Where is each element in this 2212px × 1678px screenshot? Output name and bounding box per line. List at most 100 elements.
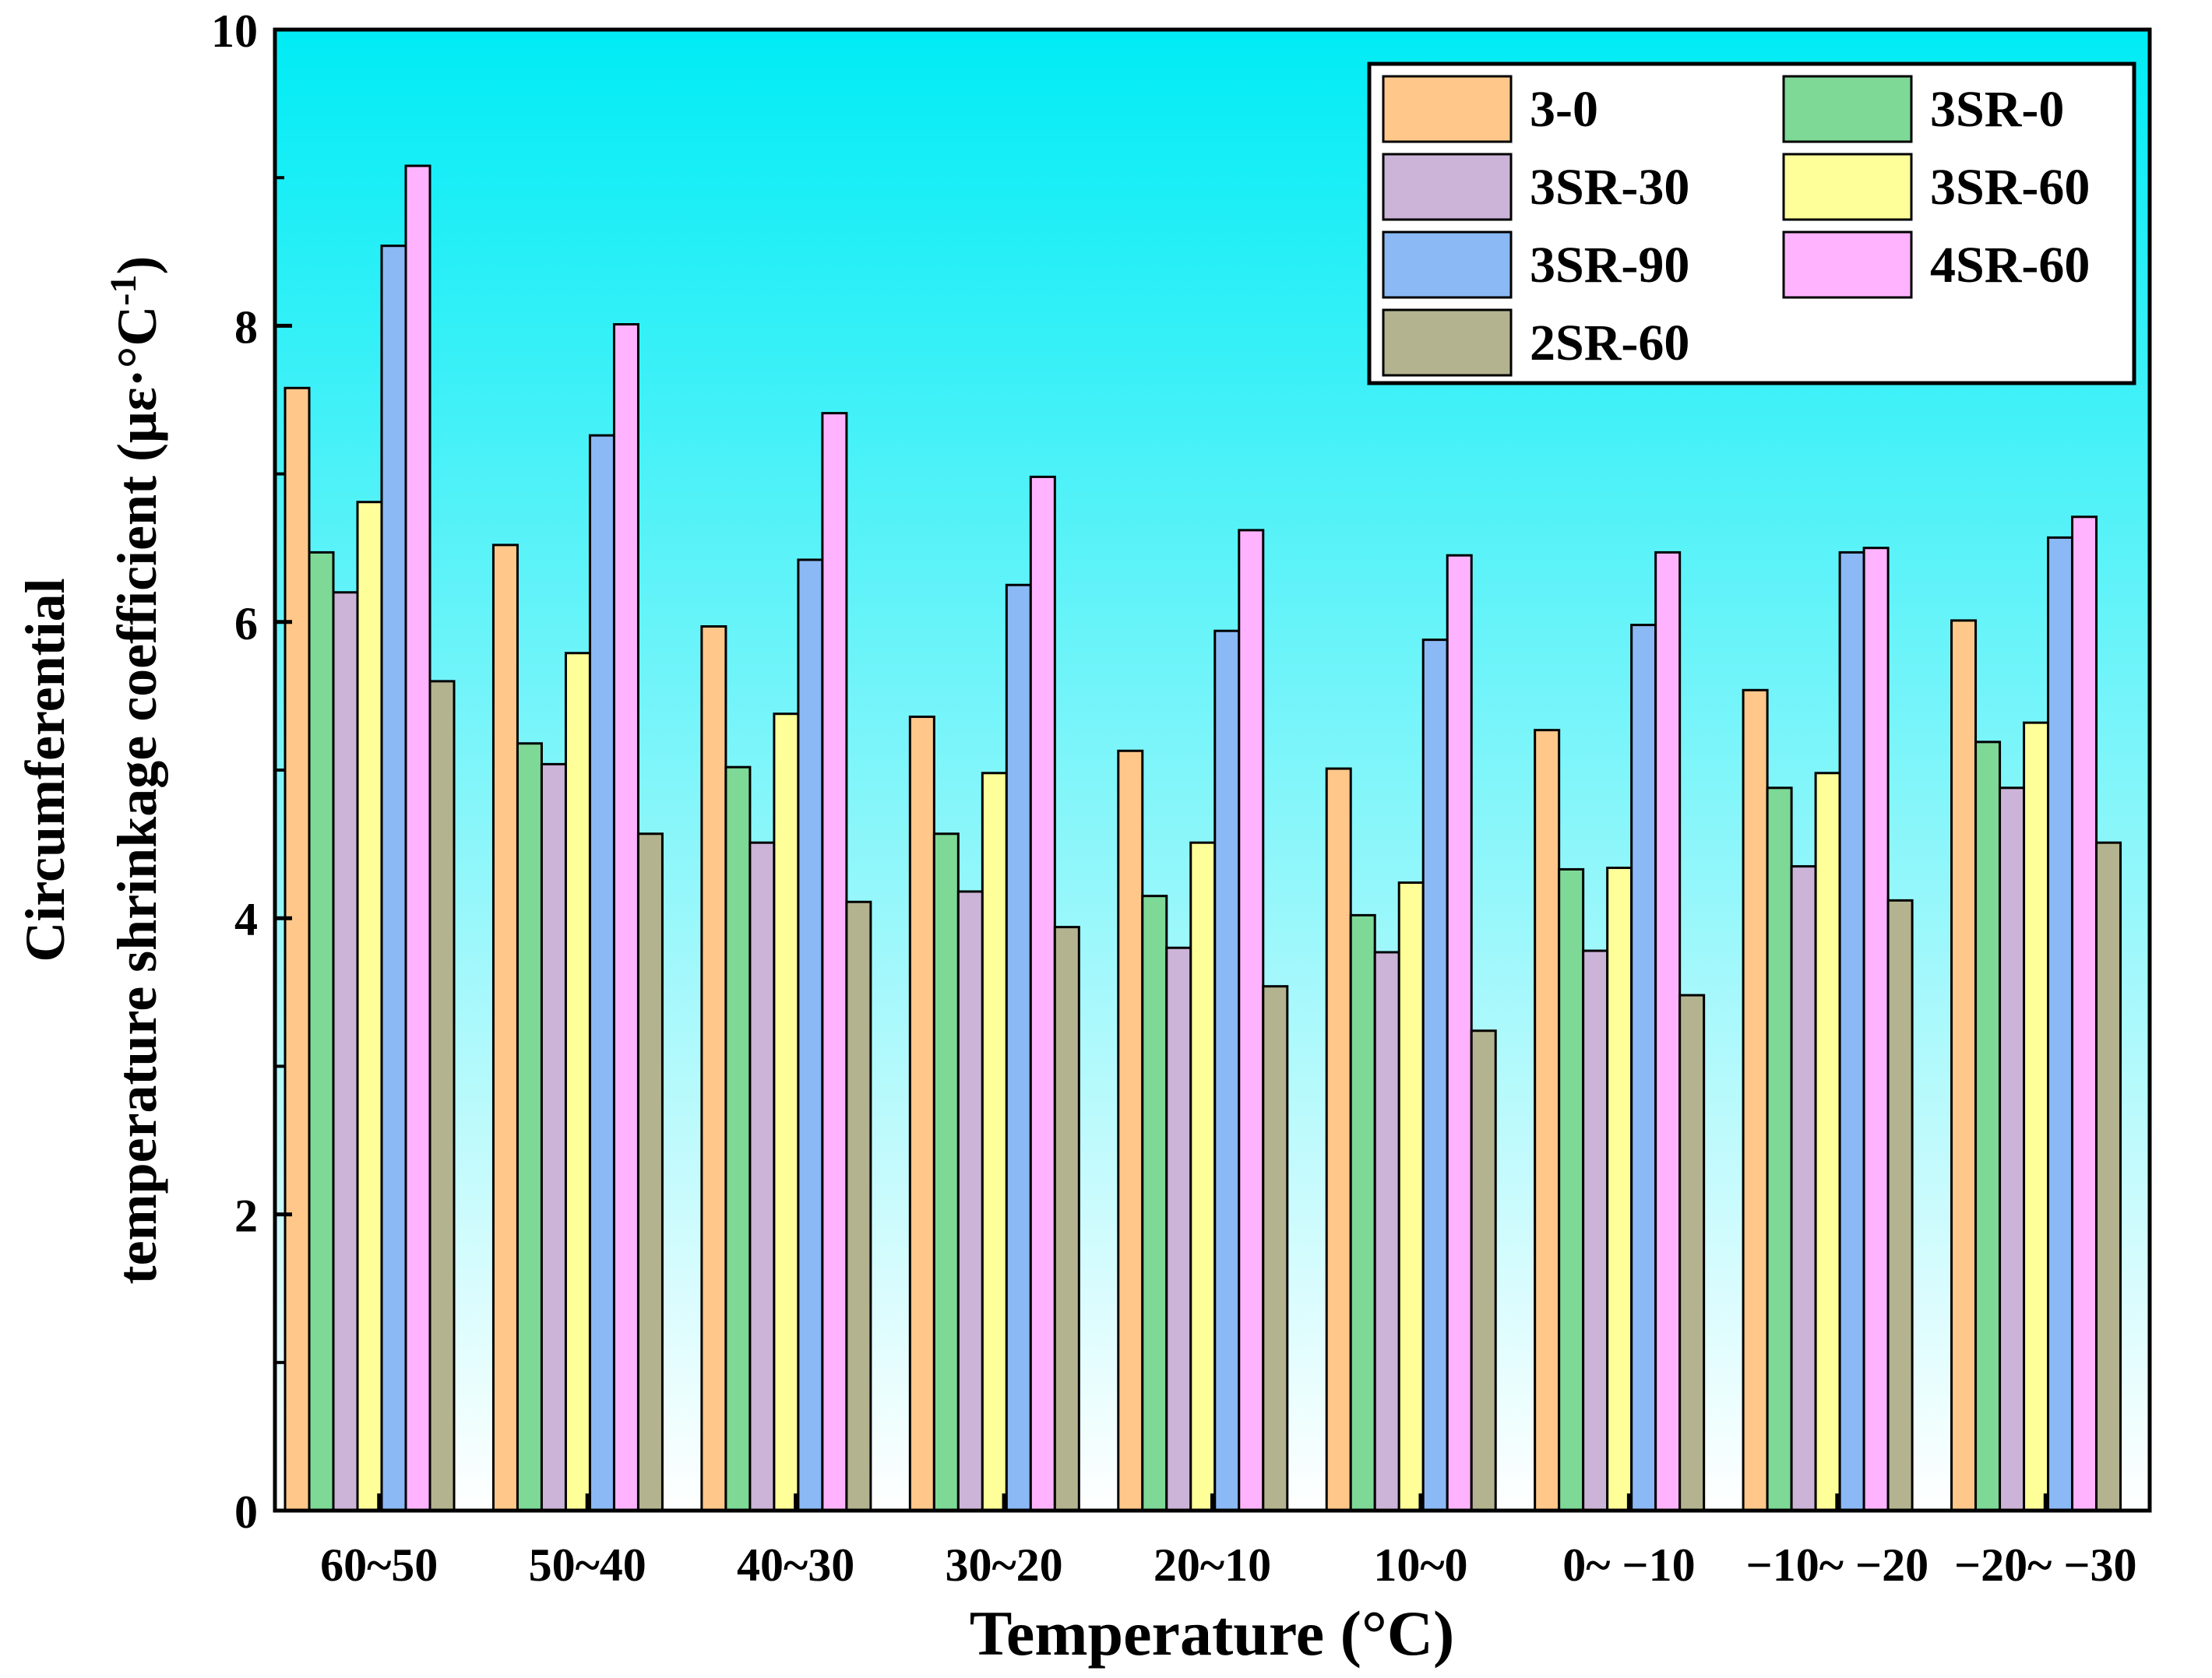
- bar-3SR-60-3: [981, 772, 1008, 1512]
- bar-3SR-90-8: [2047, 536, 2074, 1512]
- legend-label-4SR-60: 4SR-60: [1930, 237, 2090, 294]
- legend-swatch-3SR-30: [1382, 153, 1513, 221]
- legend-label-3-0: 3-0: [1530, 81, 1598, 138]
- bar-3-0-8: [1950, 619, 1978, 1512]
- bar-3-0-0: [284, 386, 311, 1512]
- bar-2SR-60-5: [1470, 1029, 1497, 1512]
- legend-label-3SR-30: 3SR-30: [1530, 159, 1689, 216]
- bar-3SR-0-1: [516, 742, 543, 1512]
- bar-3SR-90-6: [1630, 624, 1657, 1512]
- bar-3SR-60-2: [773, 712, 800, 1512]
- bar-3-0-4: [1117, 749, 1144, 1512]
- x-tick-label: 20~10: [1154, 1539, 1271, 1591]
- bar-3SR-90-5: [1421, 638, 1449, 1512]
- bar-3SR-60-5: [1397, 881, 1425, 1512]
- y-axis-title-line2: temperature shrinkage coefficient (με·°C…: [103, 256, 168, 1285]
- bar-3SR-0-8: [1974, 741, 2002, 1512]
- bar-3SR-30-5: [1373, 951, 1400, 1512]
- bar-2SR-60-3: [1053, 926, 1080, 1512]
- y-axis-title-superscript: -1: [103, 275, 144, 306]
- y-tick-label: 4: [234, 894, 258, 945]
- y-tick-label: 0: [234, 1486, 258, 1538]
- bar-4SR-60-2: [821, 412, 848, 1512]
- bar-3SR-90-7: [1838, 551, 1865, 1512]
- plot-frame: [273, 27, 2152, 1513]
- bar-3SR-90-3: [1005, 583, 1032, 1512]
- legend-swatch-4SR-60: [1782, 230, 1913, 299]
- legend-swatch-3SR-60: [1782, 153, 1913, 221]
- y-tick-label: 6: [234, 598, 258, 649]
- bar-3SR-30-2: [748, 841, 776, 1512]
- legend-swatch-2SR-60: [1382, 308, 1513, 377]
- bar-3SR-30-1: [540, 762, 567, 1512]
- y-tick-label: 10: [211, 5, 258, 57]
- bar-3-0-1: [491, 544, 519, 1512]
- bar-4SR-60-4: [1238, 529, 1265, 1512]
- bar-2SR-60-1: [636, 832, 664, 1512]
- bar-3SR-0-5: [1349, 913, 1376, 1512]
- bar-3SR-60-0: [356, 501, 383, 1512]
- bar-2SR-60-6: [1678, 994, 1706, 1512]
- legend-items: 3-0 3SR-0 3SR-30 3SR-60 3SR-90 4SR-60 2SR-60: [1382, 75, 2090, 377]
- x-tick-label: 60~50: [320, 1539, 438, 1591]
- legend-label-3SR-0: 3SR-0: [1930, 81, 2064, 138]
- bar-4SR-60-6: [1654, 551, 1682, 1512]
- bar-2SR-60-8: [2095, 841, 2122, 1512]
- x-axis-title: Temperature (°C): [970, 1598, 1455, 1669]
- legend-label-2SR-60: 2SR-60: [1530, 315, 1689, 371]
- bar-2SR-60-4: [1262, 985, 1289, 1512]
- bar-3SR-60-8: [2023, 721, 2050, 1512]
- legend-swatch-3SR-0: [1782, 75, 1913, 143]
- bar-2SR-60-7: [1886, 899, 1914, 1512]
- bar-3SR-60-1: [564, 652, 591, 1512]
- bar-3-0-6: [1534, 729, 1561, 1512]
- x-tick-label: 40~30: [737, 1539, 854, 1591]
- bar-3SR-60-4: [1189, 841, 1217, 1512]
- bar-2SR-60-0: [428, 680, 456, 1512]
- x-axis-ticks: 60~50 50~40 40~30 30~20 20~10 10~0 0~ −10 −10~ …: [320, 1493, 2137, 1591]
- bar-3SR-60-6: [1606, 867, 1633, 1512]
- bar-4SR-60-5: [1446, 554, 1473, 1512]
- bar-3SR-0-7: [1766, 786, 1793, 1512]
- x-tick-label: 50~40: [529, 1539, 646, 1591]
- bar-3-0-3: [908, 716, 935, 1512]
- bar-3SR-0-3: [932, 832, 960, 1512]
- bar-3SR-0-4: [1141, 895, 1168, 1512]
- legend-label-3SR-90: 3SR-90: [1530, 237, 1689, 294]
- bars-layer: [284, 164, 2122, 1512]
- bar-3SR-30-7: [1790, 865, 1817, 1512]
- y-axis-ticks: 0 2 4 6 8 10: [211, 5, 292, 1538]
- bar-3SR-90-0: [380, 244, 407, 1512]
- legend-swatch-3SR-90: [1382, 230, 1513, 299]
- bar-3SR-30-4: [1165, 946, 1192, 1512]
- bar-4SR-60-1: [612, 322, 639, 1512]
- y-axis-title-close: ): [106, 256, 168, 275]
- bar-3SR-30-8: [1999, 786, 2026, 1512]
- bar-2SR-60-2: [845, 900, 872, 1512]
- y-tick-label: 2: [234, 1191, 258, 1242]
- legend: 3-0 3SR-0 3SR-30 3SR-60 3SR-90 4SR-60 2SR-60: [1367, 62, 2136, 385]
- legend-label-3SR-60: 3SR-60: [1930, 159, 2090, 216]
- bar-3SR-90-4: [1213, 629, 1241, 1512]
- x-tick-label: −10~ −20: [1746, 1539, 1929, 1591]
- bar-4SR-60-0: [404, 164, 431, 1512]
- x-tick-label: −20~ −30: [1954, 1539, 2137, 1591]
- bar-3SR-0-0: [308, 551, 335, 1512]
- y-axis-title-line1: Circumferential: [14, 578, 76, 962]
- bar-3SR-90-2: [797, 558, 824, 1512]
- bar-3SR-90-1: [588, 434, 615, 1512]
- x-tick-label: 10~0: [1373, 1539, 1467, 1591]
- legend-swatch-3-0: [1382, 75, 1513, 143]
- bar-3-0-7: [1742, 688, 1769, 1512]
- bar-3SR-30-6: [1582, 949, 1609, 1512]
- x-tick-label: 30~20: [945, 1539, 1062, 1591]
- bar-3SR-30-3: [956, 890, 984, 1512]
- y-tick-label: 8: [234, 301, 258, 353]
- x-tick-label: 0~ −10: [1562, 1539, 1695, 1591]
- bar-4SR-60-3: [1029, 475, 1056, 1512]
- bar-3SR-0-2: [724, 765, 752, 1512]
- bar-3SR-0-6: [1558, 867, 1585, 1512]
- bar-4SR-60-8: [2071, 515, 2098, 1512]
- bar-3-0-5: [1325, 767, 1352, 1512]
